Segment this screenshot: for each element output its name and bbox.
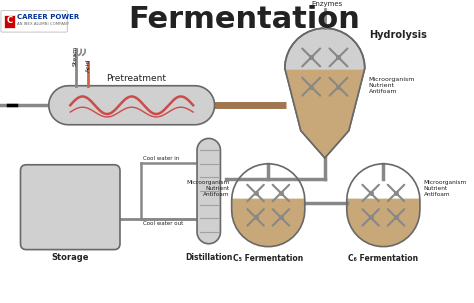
Text: Microorganism
Nutrient
Antifoam: Microorganism Nutrient Antifoam [424,180,467,197]
PathPatch shape [232,198,305,247]
FancyBboxPatch shape [1,11,67,32]
Text: Enzymes: Enzymes [311,1,342,7]
Text: Storage: Storage [52,252,89,261]
Text: C: C [6,16,12,25]
Text: Microorganism
Nutrient
Antifoam: Microorganism Nutrient Antifoam [186,180,230,197]
Text: CAREER POWER: CAREER POWER [17,15,79,21]
PathPatch shape [347,198,420,247]
Text: Cool water in: Cool water in [144,156,180,161]
Text: C₅ Fermentation: C₅ Fermentation [233,255,303,264]
Text: Steam: Steam [73,46,78,66]
PathPatch shape [49,86,215,125]
Text: Microorganism
Nutrient
Antifoam: Microorganism Nutrient Antifoam [369,77,415,94]
Bar [4,15,15,28]
Text: Cool water out: Cool water out [144,221,183,226]
Text: AN IBEX ALUMNI COMPANY: AN IBEX ALUMNI COMPANY [17,22,69,26]
Text: C₆ Fermentation: C₆ Fermentation [348,255,419,264]
Text: Distillation: Distillation [185,252,232,261]
FancyBboxPatch shape [20,165,120,250]
Text: Hydrolysis: Hydrolysis [369,30,427,40]
PathPatch shape [197,138,220,244]
Text: Acid: Acid [86,59,91,72]
PathPatch shape [285,28,365,158]
Text: Pretreatment: Pretreatment [107,74,166,83]
PathPatch shape [285,70,365,158]
PathPatch shape [285,70,365,158]
Text: Fermentation: Fermentation [128,5,360,34]
